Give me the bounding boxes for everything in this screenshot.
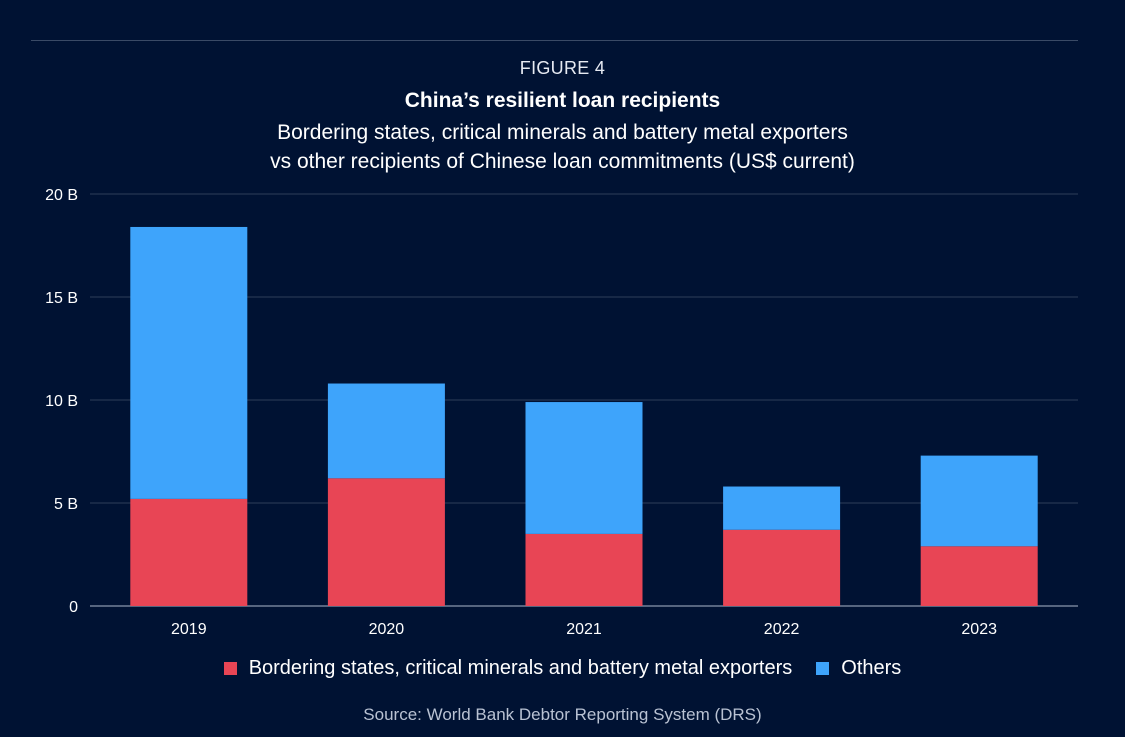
x-tick-label-2022: 2022 [764, 621, 800, 638]
y-tick-label-0: 0 [69, 599, 78, 616]
legend-swatch-others [816, 662, 830, 675]
bar-bordering-2019 [130, 498, 248, 606]
figure-label: FIGURE 4 [519, 58, 606, 78]
y-tick-label-5: 5 B [54, 496, 78, 513]
subtitle-line-1: Bordering states, critical minerals and … [277, 121, 848, 144]
legend-item-bordering[interactable]: Bordering states, critical minerals and … [223, 657, 793, 680]
legend-swatch-bordering [223, 662, 237, 675]
x-tick-label-2021: 2021 [566, 621, 602, 638]
bar-bordering-2020 [327, 478, 445, 606]
source-note: Source: World Bank Debtor Reporting Syst… [363, 705, 762, 724]
legend-label-others: Others [841, 657, 902, 679]
bar-others-2023 [920, 455, 1038, 547]
bar-bordering-2023 [920, 546, 1038, 606]
y-tick-label-15: 15 B [45, 290, 78, 307]
bar-others-2021 [525, 402, 643, 534]
bar-others-2020 [327, 383, 445, 479]
y-tick-label-20: 20 B [45, 187, 78, 204]
legend: Bordering states, critical minerals and … [0, 657, 1125, 680]
legend-item-others[interactable]: Others [816, 657, 901, 680]
subtitle-line-2: vs other recipients of Chinese loan comm… [270, 150, 855, 173]
x-tick-label-2023: 2023 [961, 621, 997, 638]
bar-bordering-2021 [525, 533, 643, 606]
bar-others-2019 [130, 226, 248, 499]
x-tick-label-2020: 2020 [369, 621, 405, 638]
y-tick-label-10: 10 B [45, 393, 78, 410]
x-tick-label-2019: 2019 [171, 621, 207, 638]
bar-others-2022 [723, 486, 841, 530]
top-divider [31, 40, 1078, 41]
bar-bordering-2022 [723, 529, 841, 606]
chart-subtitle: Bordering states, critical minerals and … [0, 118, 1125, 176]
legend-label-bordering: Bordering states, critical minerals and … [248, 657, 793, 679]
chart-title: China’s resilient loan recipients [404, 89, 721, 112]
